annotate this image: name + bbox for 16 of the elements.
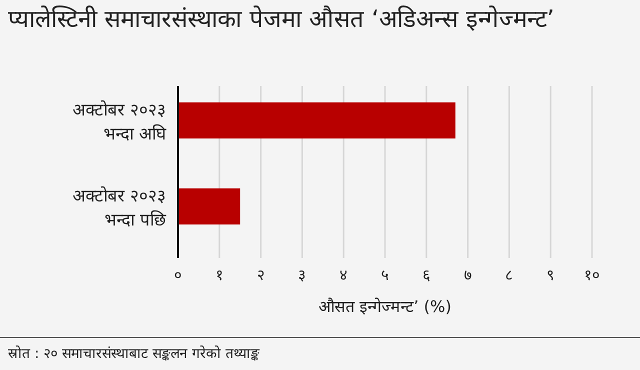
xtick: ० [174,266,182,284]
category: अक्टोबर २०२३ भन्दा अघि [72,100,166,144]
xtick: २ [256,266,265,284]
xtick: ४ [340,266,348,284]
xlabel: औसत इन्गेज्मन्ट’ (%) [318,297,452,316]
xtick: १ [215,266,224,284]
category: अक्टोबर २०२३ भन्दा पछि [72,186,166,230]
xtick: १० [584,266,600,284]
xtick: ९ [546,266,555,284]
xtick: ३ [298,266,306,284]
xtick: ६ [422,266,430,284]
xtick: ७ [464,266,472,284]
title: प्यालेस्टिनी समाचारसंस्थाका पेजमा औसत ‘अडिअन्स इन्गेज्मन्ट’ [8,4,556,34]
xtick: ५ [381,266,389,284]
annotation: स्रोत : २० समाचारसंस्थाबाट सङ्कलन गरेको तथ्याङ्क [8,344,260,362]
xtick: ८ [505,266,514,284]
